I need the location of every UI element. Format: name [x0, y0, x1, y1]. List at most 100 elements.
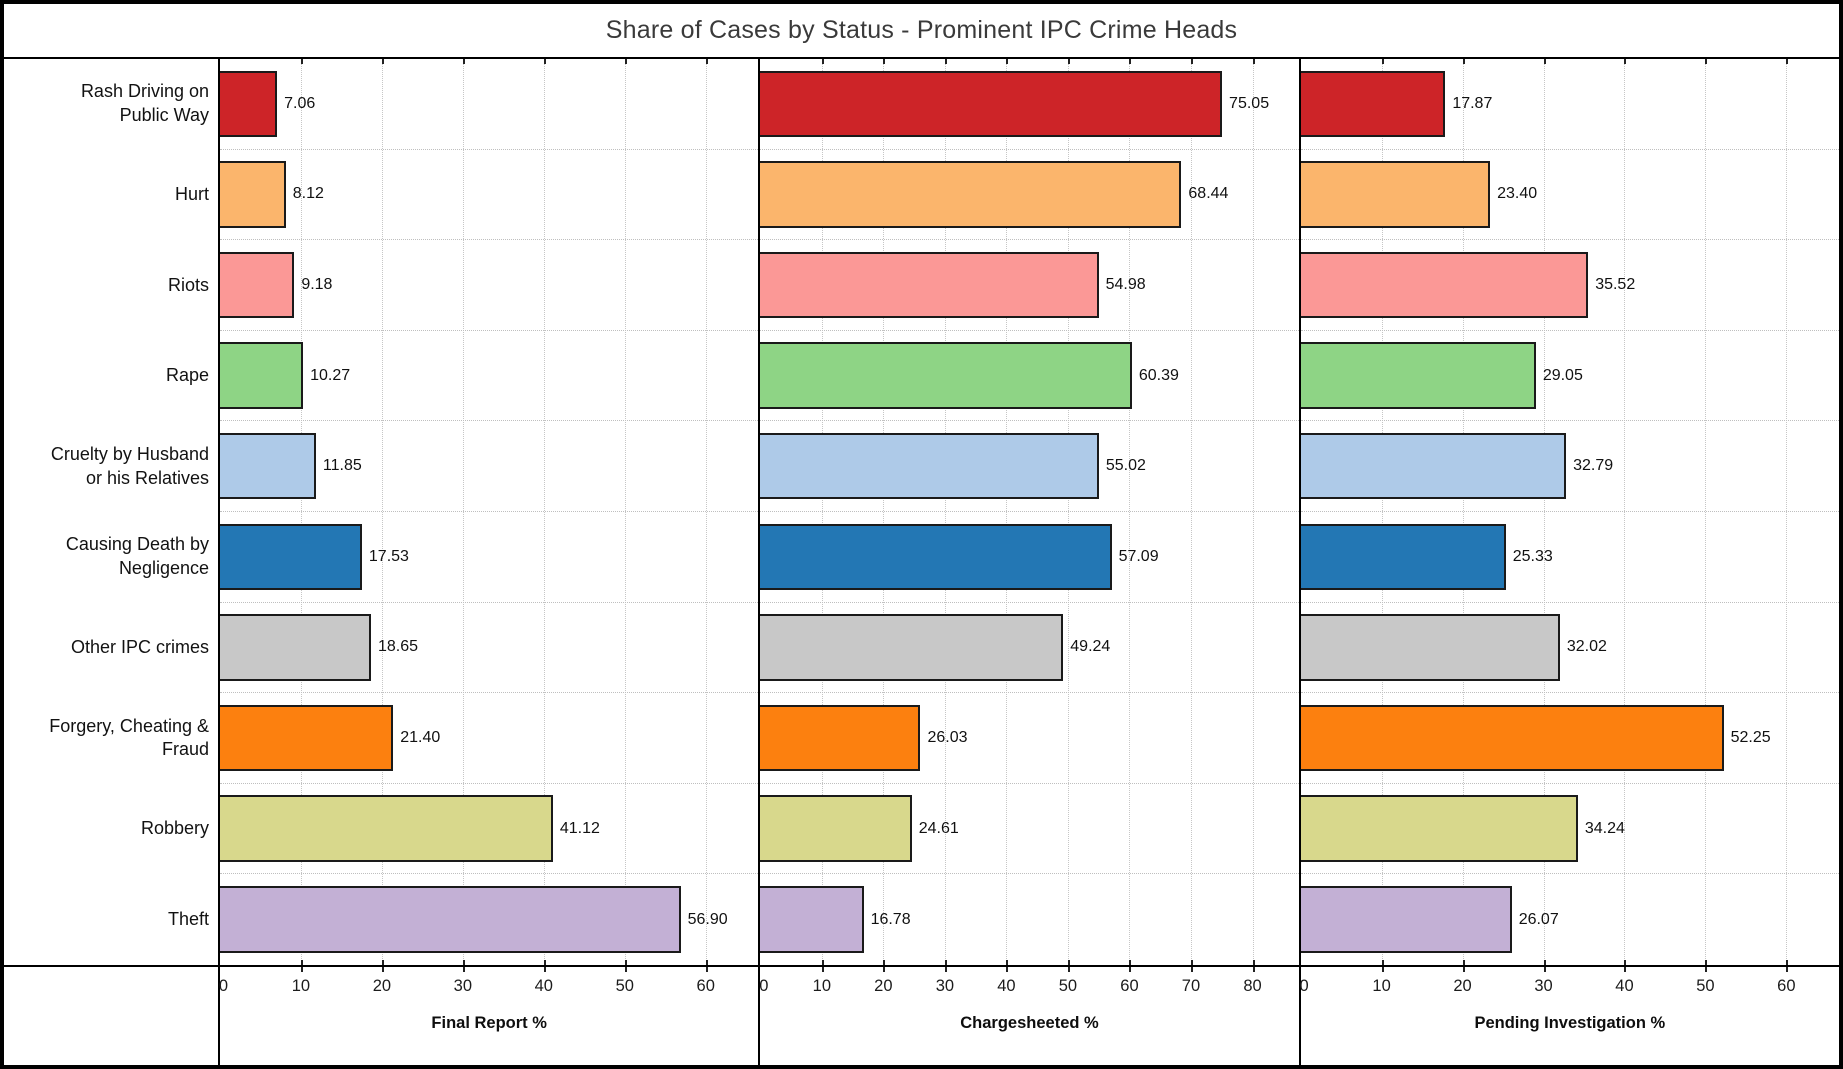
- bar: [1300, 70, 1446, 137]
- category-row: Causing Death by Negligence: [4, 512, 218, 603]
- category-label: Rape: [165, 365, 209, 386]
- bar-value-label: 41.12: [559, 819, 600, 837]
- x-tick-label: 20: [372, 977, 392, 995]
- bar-value-label: 7.06: [284, 94, 316, 112]
- tick-mark: [1067, 960, 1070, 965]
- bar-value-label: 49.24: [1070, 638, 1111, 656]
- tick-mark: [883, 960, 886, 965]
- tick-mark: [1462, 59, 1465, 64]
- bar-row: 25.33: [1300, 512, 1839, 603]
- axis-band-spacer: [4, 965, 218, 1065]
- bar: [1300, 886, 1512, 954]
- gridline: [1786, 59, 1788, 965]
- tick-mark: [381, 59, 384, 64]
- tick-mark: [1786, 960, 1789, 965]
- gridline: [381, 59, 383, 965]
- bar-value-label: 32.02: [1566, 638, 1607, 656]
- category-axis: Rash Driving on Public Way Hurt Riots Rape C…: [4, 59, 218, 965]
- x-tick-label: 10: [1372, 977, 1391, 995]
- tick-mark: [1543, 960, 1546, 965]
- tick-mark: [1381, 967, 1384, 972]
- bar-row: 9.18: [220, 240, 759, 331]
- bar-row: 17.53: [220, 512, 759, 603]
- x-axis: 0 10 20 30 40 50 60 70 80 Chargesheeted %: [758, 965, 1299, 1065]
- tick-mark: [1129, 967, 1132, 972]
- gridline: [1543, 59, 1545, 965]
- bar-row: 52.25: [1300, 693, 1839, 784]
- bar: [1300, 433, 1567, 500]
- tick-mark: [944, 967, 947, 972]
- tick-mark: [381, 960, 384, 965]
- gridline: [1067, 59, 1069, 965]
- bar-row: 32.02: [1300, 603, 1839, 694]
- tick-mark: [462, 59, 465, 64]
- bar: [1300, 342, 1536, 409]
- tick-mark: [624, 967, 627, 972]
- bar-value-label: 24.61: [918, 819, 959, 837]
- tick-mark: [1786, 967, 1789, 972]
- category-label: Riots: [167, 274, 209, 295]
- bar-value-label: 54.98: [1105, 275, 1146, 293]
- tick-mark: [944, 59, 947, 64]
- tick-mark: [1786, 59, 1789, 64]
- bar: [220, 342, 304, 409]
- bar: [220, 704, 394, 772]
- tick-mark: [1705, 960, 1708, 965]
- x-axis-title: Chargesheeted %: [960, 1014, 1099, 1032]
- category-row: Cruelty by Husband or his Relatives: [4, 421, 218, 512]
- tick-mark: [462, 967, 465, 972]
- bar: [760, 70, 1223, 137]
- bar-value-label: 17.53: [368, 547, 409, 565]
- x-tick-label: 30: [1534, 977, 1553, 995]
- chart-title: Share of Cases by Status - Prominent IPC…: [4, 4, 1839, 59]
- bar-row: 35.52: [1300, 240, 1839, 331]
- tick-mark: [821, 960, 824, 965]
- x-tick-label: 50: [1058, 977, 1078, 995]
- x-tick-label: 30: [935, 977, 955, 995]
- tick-mark: [543, 960, 546, 965]
- category-row: Hurt: [4, 150, 218, 241]
- x-tick-label: 10: [812, 977, 832, 995]
- bar-row: 56.90: [220, 874, 758, 965]
- bar-row: 68.44: [760, 150, 1299, 241]
- bar: [220, 433, 316, 500]
- tick-mark: [944, 960, 947, 965]
- x-tick-label: 0: [1299, 977, 1309, 995]
- x-tick-label: 50: [615, 977, 634, 995]
- tick-mark: [1543, 59, 1546, 64]
- tick-mark: [300, 59, 303, 64]
- x-tick-label: 30: [453, 977, 473, 995]
- category-label: Forgery, Cheating & Fraud: [49, 715, 209, 760]
- category-label: Other IPC crimes: [70, 636, 209, 657]
- gridline: [883, 59, 885, 965]
- category-label: Cruelty by Husband or his Relatives: [50, 443, 209, 488]
- bar-value-label: 35.52: [1595, 275, 1636, 293]
- bar-value-label: 9.18: [301, 275, 333, 293]
- chart-area: Rash Driving on Public Way Hurt Riots Rape C…: [4, 59, 1839, 1065]
- bar-value-label: 75.05: [1229, 94, 1270, 112]
- tick-mark: [543, 967, 546, 972]
- bar: [1300, 614, 1560, 681]
- bar-panel: 75.05 68.44 54.98 60.39 55.02 57.09 49.24 26.03…: [758, 59, 1299, 965]
- bar-row: 49.24: [760, 603, 1299, 694]
- bar-value-label: 60.39: [1138, 366, 1179, 384]
- bar-value-label: 25.33: [1512, 547, 1553, 565]
- x-tick-label: 20: [1453, 977, 1472, 995]
- category-row: Riots: [4, 240, 218, 331]
- bar: [760, 704, 921, 772]
- bar-value-label: 68.44: [1188, 185, 1229, 203]
- gridline: [462, 59, 464, 965]
- tick-mark: [300, 967, 303, 972]
- bar: [760, 161, 1182, 228]
- tick-mark: [1705, 59, 1708, 64]
- gridline: [624, 59, 626, 965]
- bar: [220, 795, 553, 862]
- gridline: [543, 59, 545, 965]
- tick-mark: [1381, 960, 1384, 965]
- gridline: [1190, 59, 1192, 965]
- category-row: Theft: [4, 874, 218, 965]
- bar-row: 21.40: [220, 693, 759, 784]
- gridline: [1129, 59, 1131, 965]
- category-label: Theft: [167, 908, 209, 929]
